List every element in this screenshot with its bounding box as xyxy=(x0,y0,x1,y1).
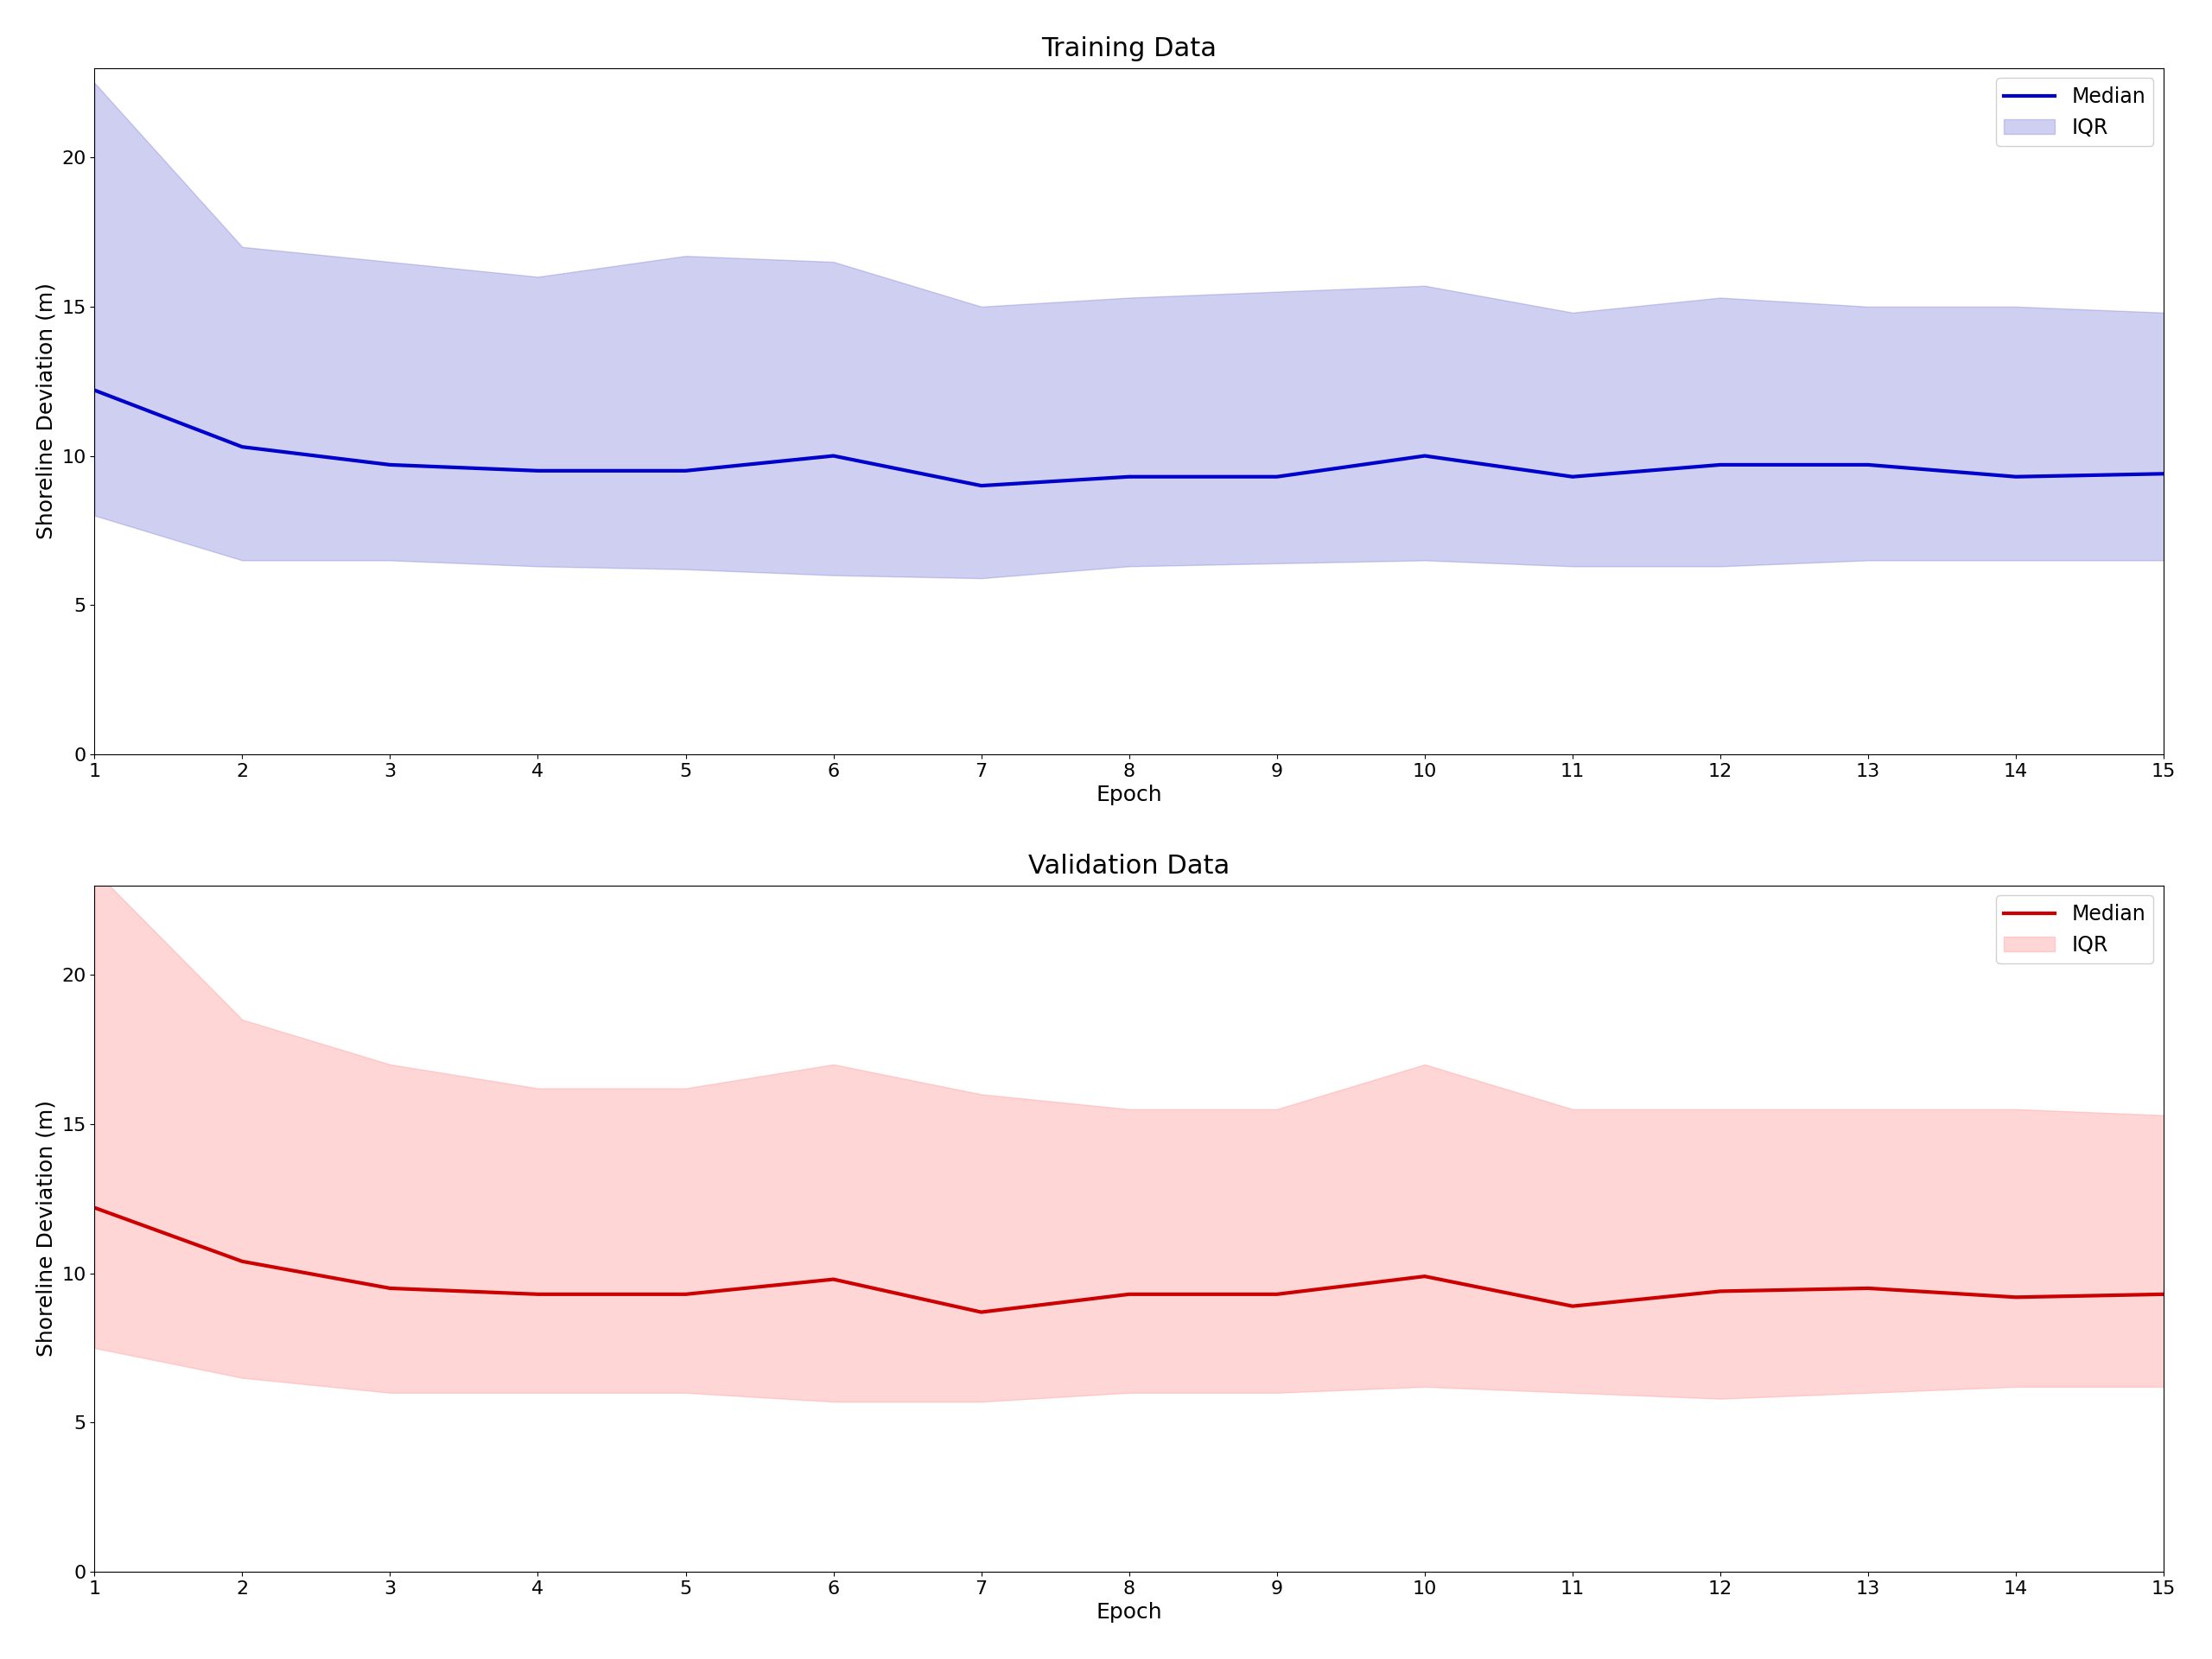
Median xyxy=(2150,465,2177,484)
Median xyxy=(1559,466,1586,486)
Median xyxy=(1263,1284,1290,1304)
Median xyxy=(1263,466,1290,486)
Median xyxy=(1411,1266,1438,1286)
Median xyxy=(1115,466,1141,486)
Median xyxy=(672,1284,699,1304)
Median xyxy=(1856,1279,1882,1299)
Median xyxy=(672,461,699,481)
Median xyxy=(524,1284,551,1304)
X-axis label: Epoch: Epoch xyxy=(1095,785,1161,806)
Legend: Median, IQR: Median, IQR xyxy=(1995,896,2154,964)
Title: Training Data: Training Data xyxy=(1042,36,1217,61)
Median xyxy=(2002,466,2028,486)
Median xyxy=(82,1198,108,1218)
Median xyxy=(376,455,403,474)
Median xyxy=(1856,455,1882,474)
Median xyxy=(1708,455,1734,474)
Median xyxy=(1708,1281,1734,1301)
Median xyxy=(230,1251,257,1271)
Line: Median: Median xyxy=(95,390,2163,486)
Legend: Median, IQR: Median, IQR xyxy=(1995,78,2154,146)
Y-axis label: Shoreline Deviation (m): Shoreline Deviation (m) xyxy=(35,1100,58,1357)
Title: Validation Data: Validation Data xyxy=(1029,853,1230,879)
Median xyxy=(1115,1284,1141,1304)
Median xyxy=(230,436,257,456)
Median xyxy=(82,380,108,400)
Median xyxy=(524,461,551,481)
X-axis label: Epoch: Epoch xyxy=(1095,1603,1161,1623)
Median xyxy=(821,446,847,466)
Median xyxy=(1559,1296,1586,1316)
Y-axis label: Shoreline Deviation (m): Shoreline Deviation (m) xyxy=(35,282,58,539)
Median xyxy=(969,1302,995,1322)
Median xyxy=(376,1279,403,1299)
Median xyxy=(2002,1287,2028,1307)
Median xyxy=(969,476,995,496)
Median xyxy=(2150,1284,2177,1304)
Line: Median: Median xyxy=(95,1208,2163,1312)
Median xyxy=(1411,446,1438,466)
Median xyxy=(821,1269,847,1289)
